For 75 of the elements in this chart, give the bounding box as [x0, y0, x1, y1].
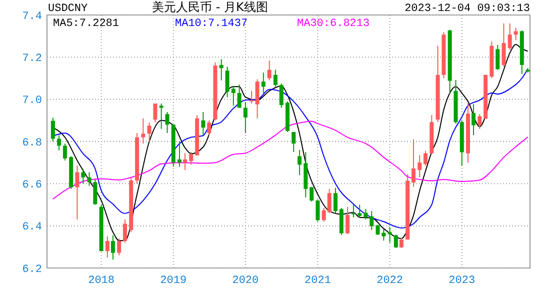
- candlestick: [508, 22, 512, 50]
- text: MA10:7.1437: [175, 18, 248, 30]
- candlestick: [364, 208, 368, 220]
- candlestick: [110, 234, 115, 260]
- x-tick-label: 2020: [232, 275, 259, 287]
- candlestick: [514, 27, 518, 41]
- candlestick: [159, 103, 164, 130]
- text: MA30:6.8213: [297, 18, 370, 30]
- candlestick: [472, 104, 476, 136]
- y-tick-label: 7.2: [22, 53, 42, 66]
- candlestick: [93, 178, 98, 206]
- candlestick: [147, 122, 152, 142]
- x-tick-label: 2018: [88, 275, 115, 287]
- candlestick: [50, 117, 55, 142]
- candlestick: [105, 236, 110, 258]
- candlestick: [255, 78, 260, 119]
- candlestick: [261, 72, 266, 94]
- candlestick: [141, 118, 146, 144]
- candlestick: [358, 204, 362, 218]
- text: MA5:7.2281: [53, 18, 120, 30]
- candlestick: [87, 172, 92, 186]
- candlestick: [502, 22, 506, 68]
- line-series: [52, 120, 528, 200]
- y-tick-label: 6.2: [22, 264, 42, 276]
- candlestick: [394, 234, 398, 248]
- y-tick-label: 6.8: [22, 137, 42, 150]
- candlestick: [388, 226, 392, 244]
- candlestick: [267, 60, 272, 81]
- annotation: 2023-12-04 09:03:13: [404, 3, 530, 15]
- candlestick: [225, 66, 230, 98]
- candlestick: [424, 150, 428, 166]
- x-tick-label: 2023: [448, 275, 476, 287]
- candlestick: [478, 114, 482, 130]
- candlestick: [333, 187, 338, 214]
- line-series: [52, 68, 528, 228]
- chart-title: 美元人民币 - 月K线图: [152, 0, 268, 14]
- candlestick: [243, 102, 248, 134]
- candlestick: [153, 103, 158, 124]
- candlestick: [231, 86, 236, 106]
- candlestick: [75, 165, 80, 220]
- x-tick-label: 2021: [304, 275, 332, 287]
- candlestick: [165, 111, 170, 134]
- candlestick: [189, 152, 194, 166]
- candlestick: [237, 84, 242, 108]
- candlestick: [62, 143, 67, 161]
- candlestick: [273, 69, 278, 88]
- candlestick: [117, 238, 122, 256]
- candlestick: [219, 58, 224, 81]
- candlestick: [310, 186, 314, 202]
- candlestick: [370, 210, 374, 231]
- y-tick-label: 6.4: [22, 222, 42, 234]
- candlestick: [201, 111, 206, 136]
- candlestick: [123, 219, 127, 244]
- candlestick: [399, 237, 404, 248]
- candlestick: [178, 141, 182, 168]
- candlestick: [250, 90, 254, 104]
- candlestick: [207, 120, 212, 136]
- annotation: USDCNY: [48, 3, 88, 15]
- y-tick-label: 7.0: [22, 95, 42, 108]
- candlestick: [57, 134, 62, 151]
- candlestick: [81, 168, 86, 184]
- candlestick: [279, 83, 284, 108]
- candlestick: [351, 204, 356, 218]
- candlestick: [298, 149, 302, 176]
- candlestick: [183, 152, 188, 170]
- candlestick: [316, 198, 320, 222]
- y-tick-label: 6.6: [22, 180, 42, 192]
- candlestick: [346, 206, 350, 235]
- x-tick-label: 2019: [160, 275, 187, 287]
- candlestick: [418, 154, 422, 178]
- y-tick-label: 7.4: [22, 10, 42, 23]
- candlestick: [496, 44, 500, 70]
- x-tick-label: 2022: [376, 275, 404, 287]
- candlestick: [292, 132, 296, 153]
- candlestick: [411, 138, 416, 188]
